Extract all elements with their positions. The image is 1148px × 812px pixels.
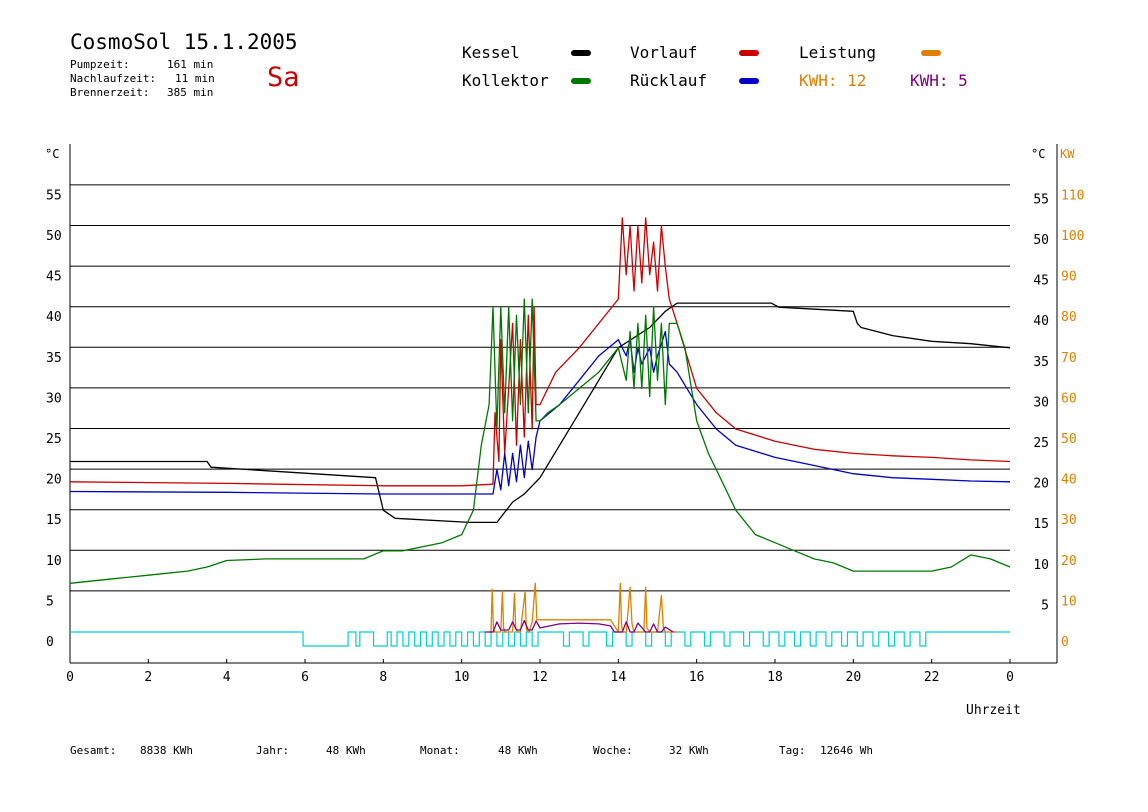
after-run-time-value: 11 min bbox=[175, 72, 215, 85]
y-tick-right-35: 35 bbox=[1033, 355, 1049, 370]
y-tick-left-35: 35 bbox=[46, 351, 62, 366]
pump-time-value: 161 min bbox=[167, 58, 214, 71]
legend-leistung-label: Leistung bbox=[799, 43, 877, 62]
y-tick-right-10: 10 bbox=[1033, 558, 1049, 573]
x-tick-6: 12 bbox=[532, 670, 548, 685]
legend-ruecklauf-label: Rücklauf bbox=[630, 71, 708, 90]
burner-time-label: Brennerzeit: bbox=[70, 86, 150, 99]
legend-kwh-purple: KWH: 5 bbox=[910, 71, 968, 90]
legend-kessel-swatch bbox=[571, 50, 591, 56]
x-tick-11: 22 bbox=[924, 670, 940, 685]
x-tick-1: 2 bbox=[144, 670, 152, 685]
burner-time-value: 385 min bbox=[167, 86, 214, 99]
app-title: CosmoSol 15.1.2005 bbox=[70, 30, 298, 54]
legend-ruecklauf-swatch bbox=[739, 78, 759, 84]
kw-tick-80: 80 bbox=[1061, 310, 1077, 325]
kw-tick-90: 90 bbox=[1061, 270, 1077, 285]
x-axis-label: Uhrzeit bbox=[966, 703, 1021, 718]
series-ruecklauf bbox=[69, 330, 1011, 495]
kw-tick-110: 110 bbox=[1061, 188, 1084, 203]
kw-tick-50: 50 bbox=[1061, 432, 1077, 447]
x-tick-2: 4 bbox=[223, 670, 231, 685]
series-pump bbox=[70, 631, 1010, 647]
chart-grid bbox=[70, 184, 1010, 592]
y-tick-left-5: 5 bbox=[46, 594, 54, 609]
y-tick-right-15: 15 bbox=[1033, 517, 1049, 532]
x-tick-10: 20 bbox=[846, 670, 862, 685]
legend-leistung-swatch bbox=[921, 50, 941, 56]
pump-time-label: Pumpzeit: bbox=[70, 58, 130, 71]
footer-month-value: 48 KWh bbox=[498, 744, 538, 757]
kw-tick-40: 40 bbox=[1061, 473, 1077, 488]
series-kollektor bbox=[69, 298, 1011, 584]
y-tick-left-45: 45 bbox=[46, 270, 62, 285]
y-tick-right-5: 5 bbox=[1041, 598, 1049, 613]
y-tick-left-0: 0 bbox=[46, 635, 54, 650]
chart-ticks: 0510152025303540455055510152025303540455… bbox=[46, 188, 1084, 685]
kw-tick-100: 100 bbox=[1061, 229, 1084, 244]
footer-total-label: Gesamt: bbox=[70, 744, 117, 757]
series-kwh2 bbox=[485, 619, 674, 633]
x-tick-5: 10 bbox=[454, 670, 470, 685]
y-axis-label-left: °C bbox=[45, 147, 59, 161]
x-tick-0: 0 bbox=[66, 670, 74, 685]
kw-tick-10: 10 bbox=[1061, 594, 1077, 609]
legend-kollektor-label: Kollektor bbox=[462, 71, 549, 90]
legend-kollektor-swatch bbox=[571, 78, 591, 84]
x-tick-12: 0 bbox=[1006, 670, 1014, 685]
footer-day-label: Tag: bbox=[779, 744, 806, 757]
kw-tick-70: 70 bbox=[1061, 351, 1077, 366]
x-tick-3: 6 bbox=[301, 670, 309, 685]
chart-series bbox=[69, 217, 1011, 647]
x-tick-7: 14 bbox=[611, 670, 627, 685]
y-tick-right-55: 55 bbox=[1033, 192, 1049, 207]
kw-tick-20: 20 bbox=[1061, 554, 1077, 569]
y-tick-left-30: 30 bbox=[46, 391, 62, 406]
y-tick-right-30: 30 bbox=[1033, 395, 1049, 410]
y-axis-label-kw: KW bbox=[1060, 147, 1075, 161]
y-tick-left-15: 15 bbox=[46, 513, 62, 528]
y-tick-right-45: 45 bbox=[1033, 274, 1049, 289]
footer-year-label: Jahr: bbox=[256, 744, 290, 757]
chart-axes bbox=[69, 144, 1058, 664]
kw-tick-60: 60 bbox=[1061, 391, 1077, 406]
y-tick-left-50: 50 bbox=[46, 229, 62, 244]
temperature-chart: 0510152025303540455055510152025303540455… bbox=[45, 144, 1084, 718]
footer-month-label: Monat: bbox=[420, 744, 460, 757]
footer-year-value: 48 KWh bbox=[326, 744, 366, 757]
x-tick-4: 8 bbox=[379, 670, 387, 685]
footer-week-label: Woche: bbox=[593, 744, 633, 757]
x-tick-9: 18 bbox=[767, 670, 783, 685]
footer-day-value: 12646 Wh bbox=[820, 744, 873, 757]
y-tick-right-25: 25 bbox=[1033, 436, 1049, 451]
kw-tick-0: 0 bbox=[1061, 635, 1069, 650]
series-leistung bbox=[489, 582, 678, 633]
y-tick-right-50: 50 bbox=[1033, 233, 1049, 248]
after-run-time-label: Nachlaufzeit: bbox=[70, 72, 157, 85]
series-vorlauf bbox=[69, 217, 1011, 487]
y-tick-right-40: 40 bbox=[1033, 314, 1049, 329]
y-tick-left-20: 20 bbox=[46, 473, 62, 488]
y-tick-right-20: 20 bbox=[1033, 477, 1049, 492]
y-tick-left-55: 55 bbox=[46, 188, 62, 203]
y-tick-left-10: 10 bbox=[46, 554, 62, 569]
y-tick-left-25: 25 bbox=[46, 432, 62, 447]
legend-vorlauf-swatch bbox=[739, 50, 759, 56]
series-kessel bbox=[70, 302, 1011, 524]
footer-total-value: 8838 KWh bbox=[140, 744, 193, 757]
legend-kwh-leistung: KWH: 12 bbox=[799, 71, 867, 90]
y-axis-label-right: °C bbox=[1031, 147, 1045, 161]
kw-tick-30: 30 bbox=[1061, 513, 1077, 528]
legend-kessel-label: Kessel bbox=[462, 43, 520, 62]
footer-week-value: 32 KWh bbox=[669, 744, 709, 757]
x-tick-8: 16 bbox=[689, 670, 705, 685]
y-tick-left-40: 40 bbox=[46, 310, 62, 325]
weekday-label: Sa bbox=[267, 62, 300, 93]
legend-vorlauf-label: Vorlauf bbox=[630, 43, 698, 62]
